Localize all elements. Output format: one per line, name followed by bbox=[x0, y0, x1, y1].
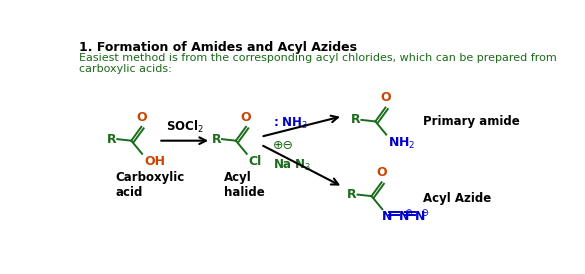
Text: Carboxylic
acid: Carboxylic acid bbox=[116, 172, 185, 199]
Text: : NH$_3$: : NH$_3$ bbox=[273, 116, 308, 132]
Text: N: N bbox=[398, 210, 409, 223]
Text: N: N bbox=[415, 210, 425, 223]
Text: Cl: Cl bbox=[248, 155, 261, 168]
Text: Acyl
halide: Acyl halide bbox=[224, 172, 265, 199]
Text: OH: OH bbox=[144, 155, 166, 168]
Text: NH$_2$: NH$_2$ bbox=[388, 136, 415, 151]
Text: R: R bbox=[107, 133, 116, 146]
Text: O: O bbox=[380, 92, 391, 104]
Text: ⊕⊖: ⊕⊖ bbox=[273, 139, 294, 152]
Text: Na N$_3$: Na N$_3$ bbox=[273, 158, 311, 173]
Text: O: O bbox=[136, 111, 147, 124]
Text: Acyl Azide: Acyl Azide bbox=[424, 192, 491, 205]
Text: Easiest method is from the corresponding acyl chlorides, which can be prepared f: Easiest method is from the corresponding… bbox=[78, 53, 556, 75]
Text: ⊖: ⊖ bbox=[421, 208, 428, 218]
Text: N: N bbox=[383, 210, 393, 223]
Text: 1. Formation of Amides and Acyl Azides: 1. Formation of Amides and Acyl Azides bbox=[78, 41, 356, 54]
Text: R: R bbox=[351, 113, 361, 126]
Text: ⊕: ⊕ bbox=[404, 208, 412, 218]
Text: O: O bbox=[240, 111, 252, 124]
Text: SOCl$_2$: SOCl$_2$ bbox=[166, 119, 204, 135]
Text: R: R bbox=[212, 133, 221, 146]
Text: O: O bbox=[376, 166, 387, 179]
Text: R: R bbox=[347, 188, 357, 201]
Text: Primary amide: Primary amide bbox=[424, 115, 520, 128]
